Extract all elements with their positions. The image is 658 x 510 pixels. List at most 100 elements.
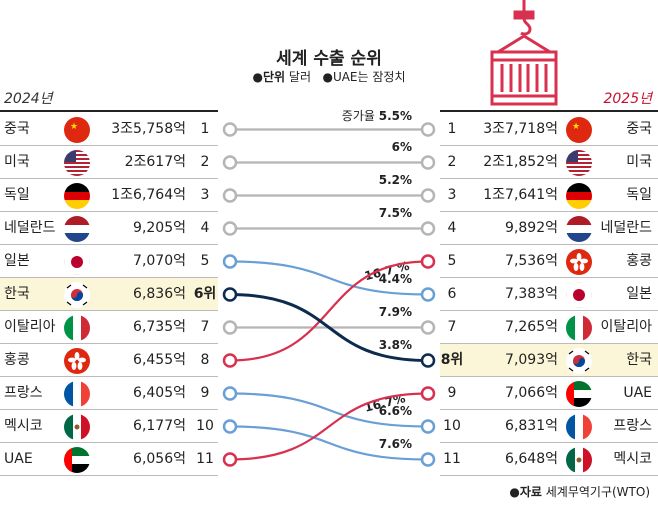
rank-node bbox=[420, 188, 436, 203]
italy-flag-icon bbox=[64, 314, 90, 341]
growth-value: 7.6% bbox=[378, 436, 412, 451]
row-divider bbox=[0, 178, 218, 179]
rank-node bbox=[420, 386, 436, 401]
rank-node bbox=[222, 254, 238, 269]
row-divider bbox=[0, 277, 218, 278]
row-divider bbox=[0, 376, 218, 377]
italy-flag-icon bbox=[566, 314, 592, 341]
growth-rate-label: 증가율 5.5% bbox=[342, 107, 412, 124]
country-name-2025: 중국 bbox=[626, 121, 652, 137]
country-name-2025: 미국 bbox=[626, 154, 652, 170]
rank-number-2024: 9 bbox=[200, 385, 210, 401]
export-value-2025: 3조7,718억 bbox=[483, 121, 558, 137]
rank-number-2024: 3 bbox=[200, 187, 210, 203]
rank-number-2025: 1 bbox=[447, 121, 457, 137]
country-name-2024: 일본 bbox=[4, 253, 30, 269]
rank-number-2024: 4 bbox=[200, 220, 210, 236]
rank-node bbox=[420, 353, 436, 368]
country-name-2024: 네덜란드 bbox=[4, 220, 56, 236]
row-divider bbox=[0, 442, 218, 443]
rank-number-2024: 1 bbox=[200, 121, 210, 137]
export-value-2024: 6,177억 bbox=[133, 418, 186, 434]
bullet-icon: ● bbox=[322, 70, 333, 84]
rank-number-2024: 10 bbox=[196, 418, 214, 434]
row-divider bbox=[0, 475, 218, 476]
country-name-2025: 홍콩 bbox=[626, 253, 652, 269]
growth-rate-label: 7.6% bbox=[379, 437, 412, 451]
table-top-rule-left bbox=[0, 110, 218, 112]
growth-label-prefix: 증가율 bbox=[341, 108, 379, 123]
country-name-2024: 미국 bbox=[4, 154, 30, 170]
country-name-2025: 네덜란드 bbox=[600, 220, 652, 236]
growth-value: 7.9% bbox=[378, 304, 412, 319]
country-name-2025: 이탈리아 bbox=[600, 319, 652, 335]
country-name-2025: 독일 bbox=[626, 187, 652, 203]
country-name-2025: 일본 bbox=[626, 286, 652, 302]
row-divider bbox=[440, 409, 658, 410]
export-value-2025: 7,265억 bbox=[505, 319, 558, 335]
growth-rate-label: 6% bbox=[392, 140, 412, 154]
rank-number-2024: 6위 bbox=[193, 286, 217, 302]
row-divider bbox=[0, 244, 218, 245]
china-flag-icon: ★ bbox=[566, 116, 592, 143]
rank-link-line bbox=[229, 392, 429, 461]
rank-node bbox=[420, 452, 436, 467]
growth-value: 5.2% bbox=[378, 172, 412, 187]
growth-value: 5.5% bbox=[378, 108, 412, 123]
rank-number-2025: 8위 bbox=[440, 352, 464, 368]
rank-node bbox=[222, 122, 238, 137]
rank-node bbox=[420, 254, 436, 269]
country-name-2025: 멕시코 bbox=[613, 451, 652, 467]
rank-node bbox=[420, 155, 436, 170]
svg-text:★: ★ bbox=[572, 122, 580, 132]
row-divider bbox=[440, 442, 658, 443]
row-divider bbox=[440, 244, 658, 245]
rank-node bbox=[222, 353, 238, 368]
rank-number-2025: 6 bbox=[447, 286, 457, 302]
export-value-2025: 7,093억 bbox=[505, 352, 558, 368]
growth-value: 6% bbox=[391, 139, 412, 154]
country-name-2024: 멕시코 bbox=[4, 418, 43, 434]
growth-value: 4.4% bbox=[378, 271, 412, 286]
rank-node bbox=[420, 287, 436, 302]
rank-node bbox=[222, 188, 238, 203]
export-value-2025: 6,831억 bbox=[505, 418, 558, 434]
rank-node bbox=[420, 122, 436, 137]
row-divider bbox=[440, 211, 658, 212]
unit-value: 달러 bbox=[288, 70, 311, 84]
export-value-2024: 6,455억 bbox=[133, 352, 186, 368]
highlight-row-2024 bbox=[0, 278, 218, 311]
row-divider bbox=[440, 277, 658, 278]
growth-rate-label: 7.9% bbox=[379, 305, 412, 319]
rank-node bbox=[222, 419, 238, 434]
netherlands-flag-icon bbox=[566, 215, 592, 242]
country-name-2024: 이탈리아 bbox=[4, 319, 56, 335]
chart-title: 세계 수출 순위 bbox=[276, 49, 382, 69]
rank-node bbox=[420, 221, 436, 236]
country-name-2024: 중국 bbox=[4, 121, 30, 137]
row-divider bbox=[0, 211, 218, 212]
bullet-icon: ● bbox=[252, 70, 263, 84]
hongkong-flag-icon bbox=[64, 347, 90, 374]
growth-rate-label: 7.5% bbox=[379, 206, 412, 220]
table-top-rule-right bbox=[440, 110, 658, 112]
rank-number-2025: 3 bbox=[447, 187, 457, 203]
country-name-2024: 독일 bbox=[4, 187, 30, 203]
hongkong-flag-icon bbox=[566, 248, 592, 275]
svg-text:★: ★ bbox=[70, 122, 78, 132]
rank-node bbox=[222, 221, 238, 236]
china-flag-icon: ★ bbox=[64, 116, 90, 143]
netherlands-flag-icon bbox=[64, 215, 90, 242]
row-divider bbox=[440, 145, 658, 146]
export-value-2025: 6,648억 bbox=[505, 451, 558, 467]
rank-number-2025: 2 bbox=[447, 154, 457, 170]
row-divider bbox=[440, 178, 658, 179]
export-value-2024: 6,056억 bbox=[133, 451, 186, 467]
growth-rate-label: 6.6% bbox=[379, 404, 412, 418]
rank-node bbox=[222, 452, 238, 467]
rank-link-line bbox=[229, 425, 429, 461]
export-value-2024: 2조617억 bbox=[124, 154, 186, 170]
row-divider bbox=[440, 310, 658, 311]
rank-number-2024: 7 bbox=[200, 319, 210, 335]
chart-subtitle: ●단위 달러 ●UAE는 잠정치 bbox=[0, 68, 658, 85]
